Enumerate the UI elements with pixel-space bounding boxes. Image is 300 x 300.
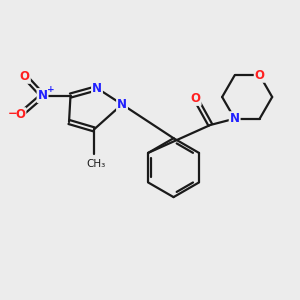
Text: CH₃: CH₃ xyxy=(86,159,105,169)
Text: N: N xyxy=(92,82,102,95)
Text: O: O xyxy=(255,69,265,82)
Text: O: O xyxy=(15,108,26,121)
Text: N: N xyxy=(117,98,127,111)
Text: +: + xyxy=(47,85,55,94)
Text: −: − xyxy=(7,107,17,120)
Text: O: O xyxy=(20,70,30,83)
Text: N: N xyxy=(38,89,47,102)
Text: O: O xyxy=(190,92,201,105)
Text: N: N xyxy=(230,112,240,125)
